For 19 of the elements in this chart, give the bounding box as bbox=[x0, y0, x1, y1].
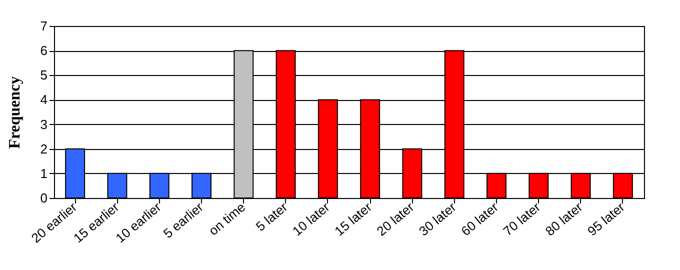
y-tick-label: 2 bbox=[40, 141, 48, 156]
y-tick-label: 0 bbox=[40, 190, 48, 206]
y-tick-label: 3 bbox=[40, 116, 48, 132]
x-tick-label: 10 later bbox=[290, 198, 333, 239]
x-tick-label: 60 later bbox=[458, 198, 502, 239]
x-tick-label: on time bbox=[206, 199, 248, 238]
x-tick-label: 15 later bbox=[332, 198, 376, 239]
y-tick-label: 5 bbox=[40, 68, 48, 83]
y-tick-label: 7 bbox=[40, 18, 48, 34]
x-tick-label: 5 later bbox=[252, 198, 291, 234]
x-tick-label: 30 later bbox=[416, 198, 460, 239]
x-tick-label: 80 later bbox=[542, 198, 586, 239]
x-tick-label: 70 later bbox=[500, 198, 544, 239]
y-axis-title: Frequency bbox=[6, 76, 24, 149]
y-tick-label: 6 bbox=[40, 43, 48, 58]
y-tick-label: 4 bbox=[40, 92, 48, 108]
y-tick-label: 1 bbox=[40, 166, 48, 181]
x-tick-label: 95 later bbox=[584, 198, 628, 239]
x-tick-label: 20 later bbox=[374, 198, 418, 239]
